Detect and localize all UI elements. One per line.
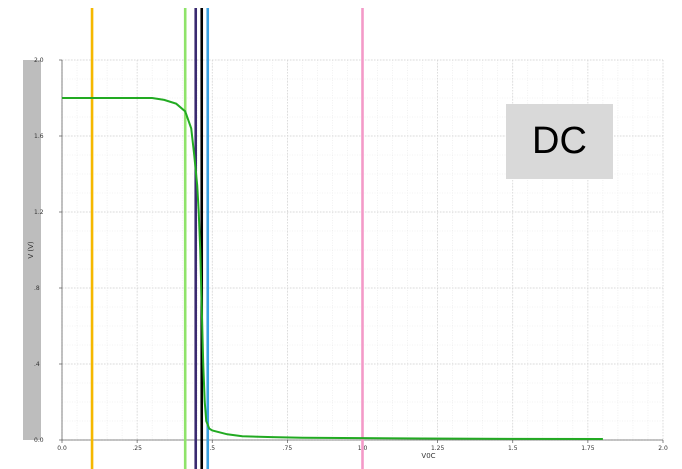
x-tick-label: .5 [209,445,215,452]
y-tick-label: .4 [34,361,40,368]
y-tick-label: 0.0 [34,437,44,444]
dc-annotation: DC [506,104,613,179]
x-tick-label: .25 [132,445,142,452]
axis-side-bar [23,60,41,440]
x-axis-label: V0C [421,452,435,460]
x-tick-label: 1.5 [508,445,518,452]
x-tick-label: 0.0 [57,445,67,452]
x-tick-label: 2.0 [658,445,668,452]
x-tick-label: 1.25 [431,445,445,452]
y-tick-label: 1.6 [34,133,44,140]
x-tick-label: .75 [283,445,293,452]
y-tick-label: 1.2 [34,209,44,216]
series-line [62,97,603,441]
y-tick-label: 2.0 [34,57,44,64]
y-tick-label: .8 [34,285,40,292]
y-axis-label: V (V) [27,241,35,259]
x-tick-label: 1.75 [581,445,595,452]
